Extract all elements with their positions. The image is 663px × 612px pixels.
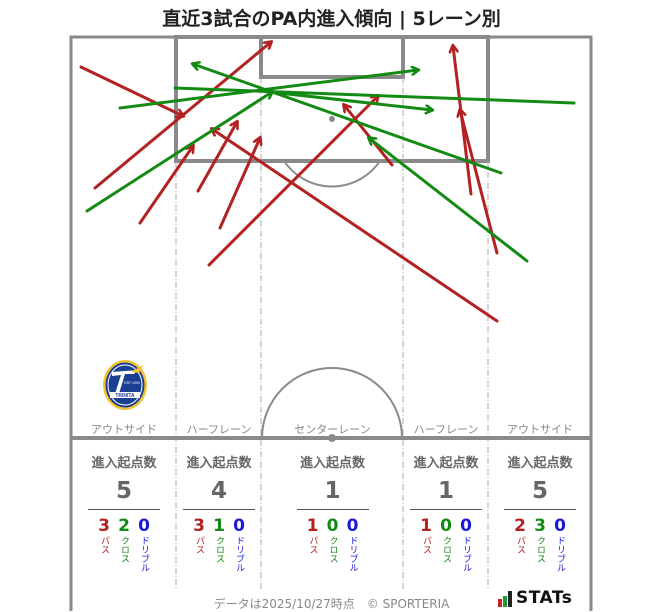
goal-area: [259, 35, 405, 79]
cross-count: 0: [440, 516, 452, 536]
cross-arrow: [369, 138, 529, 263]
cross-label: クロス: [214, 536, 224, 563]
entry-count-header: 進入起点数: [507, 456, 573, 471]
cross-arrows: [85, 64, 576, 263]
lane-stats-right-outside: 進入起点数 5 2 パス 3 クロス 0 ドリブル: [489, 452, 591, 572]
svg-text:EST 1994: EST 1994: [124, 381, 140, 385]
lane-stats-left-half: 進入起点数 4 3 パス 1 クロス 0 ドリブル: [177, 452, 261, 572]
entry-count-header: 進入起点数: [91, 456, 157, 471]
lane-label-left-outside: アウトサイド: [91, 423, 157, 436]
svg-text:TRINITA: TRINITA: [115, 393, 135, 399]
cross-label: クロス: [535, 536, 545, 563]
team-emblem-icon: TRINITA EST 1994: [103, 360, 147, 410]
data-note: データは2025/10/27時点 © SPORTERIA: [213, 597, 450, 611]
pass-arrow: [207, 96, 378, 267]
cross-count: 0: [326, 516, 339, 536]
pass-arrow: [344, 105, 394, 167]
bar-chart-icon: [498, 591, 512, 607]
lane-stats-right-half: 進入起点数 1 1 パス 0 クロス 0 ドリブル: [404, 452, 488, 572]
penalty-arc: [283, 160, 381, 188]
center-spot: [328, 434, 336, 442]
pass-label: パス: [307, 536, 318, 554]
pass-count: 3: [193, 516, 205, 536]
center-circle: [261, 367, 403, 439]
stats-logo: STATs: [498, 590, 572, 607]
lane-label-right-outside: アウトサイド: [507, 423, 573, 436]
page-title: 直近3試合のPA内進入傾向 | 5レーン別: [162, 8, 501, 30]
cross-count: 3: [534, 516, 546, 536]
entry-count-total: 5: [115, 478, 132, 504]
entry-count-header: 進入起点数: [413, 456, 479, 471]
pass-arrow: [196, 122, 237, 193]
pass-label: パス: [99, 536, 109, 554]
penalty-spot: [329, 116, 335, 122]
pass-arrow: [460, 110, 499, 255]
pass-arrows: [79, 42, 499, 323]
entry-count-total: 1: [324, 478, 341, 504]
lane-stats-left-outside: 進入起点数 5 3 パス 2 クロス 0 ドリブル: [72, 452, 176, 572]
dribble-label: ドリブル: [555, 536, 565, 572]
pass-count: 1: [306, 516, 319, 536]
dribble-count: 0: [346, 516, 359, 536]
divider: [183, 509, 255, 510]
cross-label: クロス: [119, 536, 129, 563]
entry-count-total: 5: [531, 478, 548, 504]
pass-label: パス: [515, 536, 525, 554]
dribble-count: 0: [460, 516, 472, 536]
pass-count: 1: [420, 516, 432, 536]
dribble-label: ドリブル: [234, 536, 244, 572]
cross-arrow: [173, 86, 576, 105]
dribble-count: 0: [138, 516, 150, 536]
entry-count-header: 進入起点数: [186, 456, 252, 471]
pass-arrow: [138, 146, 193, 225]
cross-arrow: [193, 64, 503, 175]
dribble-label: ドリブル: [139, 536, 149, 572]
lane-label-right-half: ハーフレーン: [413, 423, 479, 436]
pass-label: パス: [421, 536, 431, 554]
dribble-count: 0: [233, 516, 245, 536]
dribble-count: 0: [554, 516, 566, 536]
divider: [410, 509, 482, 510]
cross-label: クロス: [441, 536, 451, 563]
lane-label-center: センターレーン: [294, 423, 371, 436]
lane-stats-center: 進入起点数 1 1 パス 0 クロス 0 ドリブル: [262, 452, 403, 572]
cross-label: クロス: [327, 536, 338, 563]
pass-label: パス: [194, 536, 204, 554]
cross-count: 1: [213, 516, 225, 536]
pass-arrow: [212, 129, 499, 323]
cross-count: 2: [118, 516, 130, 536]
divider: [296, 509, 369, 510]
pass-count: 3: [98, 516, 110, 536]
pass-arrow: [79, 65, 183, 116]
pass-arrow: [93, 42, 271, 190]
entry-count-header: 進入起点数: [299, 456, 365, 471]
pass-count: 2: [514, 516, 526, 536]
lane-label-left-half: ハーフレーン: [186, 423, 252, 436]
cross-arrow: [118, 70, 418, 110]
dribble-label: ドリブル: [461, 536, 471, 572]
cross-arrow: [268, 90, 432, 110]
cross-arrow: [85, 92, 272, 213]
divider: [504, 509, 576, 510]
stats-logo-text: STATs: [516, 588, 573, 608]
pass-arrow: [218, 138, 260, 230]
entry-count-total: 1: [437, 478, 454, 504]
dribble-label: ドリブル: [347, 536, 358, 572]
divider: [88, 509, 160, 510]
entry-count-total: 4: [210, 478, 227, 504]
